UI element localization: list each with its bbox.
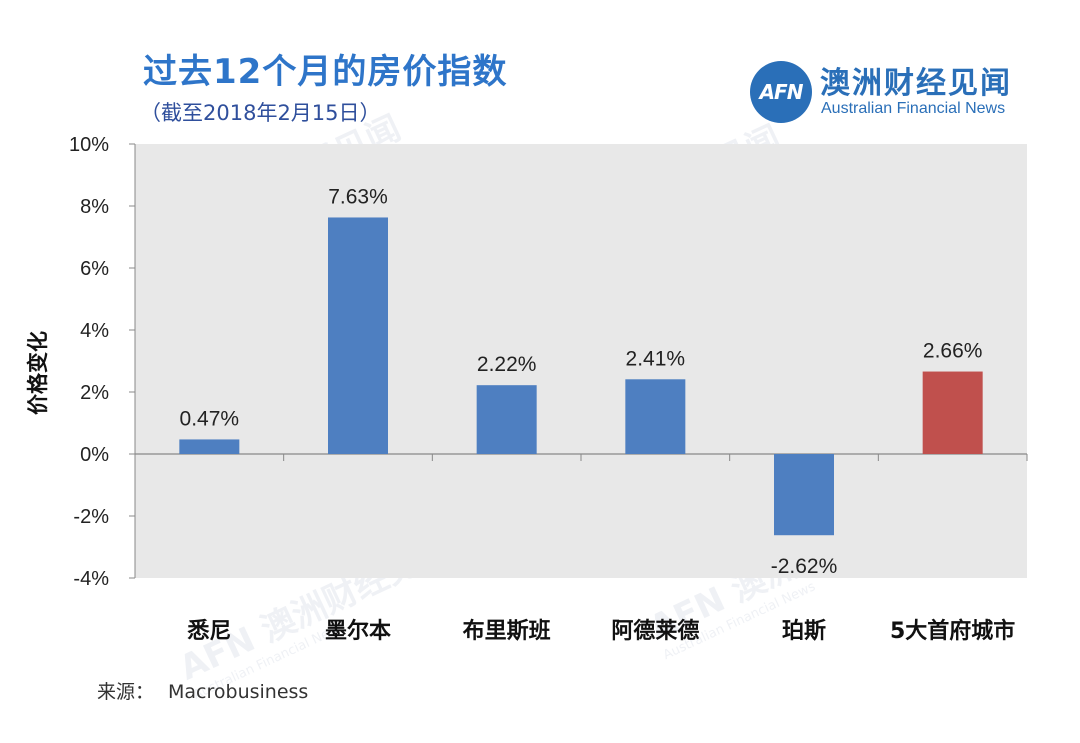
data-label: 2.22% bbox=[477, 353, 537, 376]
chart-title: 过去12个月的房价指数 bbox=[143, 52, 508, 92]
y-tick-label: 2% bbox=[80, 382, 109, 404]
source-value: Macrobusiness bbox=[168, 681, 309, 703]
bar bbox=[922, 371, 983, 454]
y-tick-label: -4% bbox=[73, 568, 109, 590]
data-label: 2.41% bbox=[626, 347, 686, 370]
data-label: -2.62% bbox=[771, 555, 838, 578]
y-tick-label: 0% bbox=[80, 444, 109, 466]
y-tick-label: 10% bbox=[69, 134, 109, 156]
category-label: 阿德莱德 bbox=[611, 618, 699, 644]
bar bbox=[179, 439, 240, 454]
afn-logo-icon: AFN bbox=[750, 61, 812, 123]
data-label: 2.66% bbox=[923, 340, 983, 363]
y-axis-title: 价格变化 bbox=[26, 331, 50, 415]
source-label: 来源： bbox=[97, 681, 155, 703]
y-tick-label: -2% bbox=[73, 506, 109, 528]
data-label: 7.63% bbox=[328, 185, 388, 208]
y-tick-label: 6% bbox=[80, 258, 109, 280]
bar bbox=[774, 454, 834, 536]
category-label: 墨尔本 bbox=[325, 618, 391, 644]
chart-subtitle: （截至2018年2月15日） bbox=[140, 101, 381, 125]
brand-name-en: Australian Financial News bbox=[821, 100, 1006, 117]
brand-name-cn: 澳洲财经见闻 bbox=[820, 66, 1012, 101]
bar bbox=[476, 385, 537, 454]
category-label: 珀斯 bbox=[782, 618, 826, 644]
source-note: 来源： Macrobusiness bbox=[97, 677, 322, 704]
category-label: 布里斯班 bbox=[463, 618, 551, 644]
brand-logo: AFN 澳洲财经见闻 Australian Financial News bbox=[750, 58, 1050, 124]
bar bbox=[328, 217, 388, 454]
bar bbox=[625, 379, 686, 454]
category-label: 5大首府城市 bbox=[890, 618, 1015, 644]
y-tick-label: 8% bbox=[80, 196, 109, 218]
data-label: 0.47% bbox=[180, 407, 240, 430]
plot-area bbox=[135, 144, 1027, 578]
category-label: 悉尼 bbox=[187, 619, 231, 644]
y-tick-label: 4% bbox=[80, 320, 109, 342]
